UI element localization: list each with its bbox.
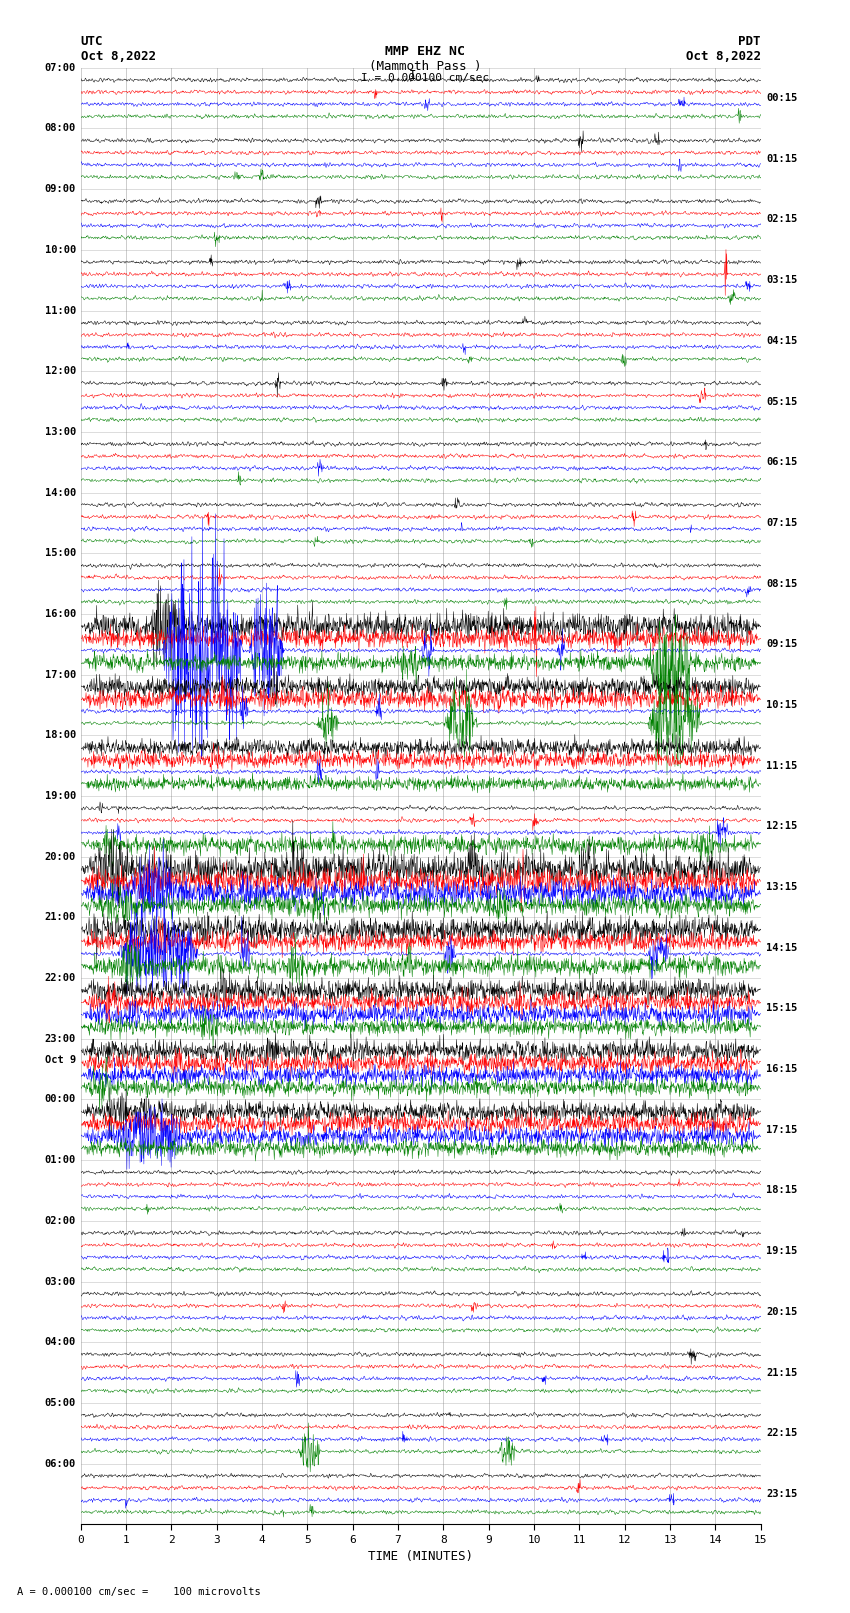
Text: 11:00: 11:00	[45, 305, 76, 316]
Text: 09:15: 09:15	[766, 639, 797, 650]
Text: 18:00: 18:00	[45, 731, 76, 740]
Text: 00:15: 00:15	[766, 94, 797, 103]
Text: 13:00: 13:00	[45, 427, 76, 437]
Text: UTC: UTC	[81, 35, 103, 48]
Text: 19:15: 19:15	[766, 1247, 797, 1257]
Text: MMP EHZ NC: MMP EHZ NC	[385, 45, 465, 58]
X-axis label: TIME (MINUTES): TIME (MINUTES)	[368, 1550, 473, 1563]
Text: 21:00: 21:00	[45, 913, 76, 923]
Text: 16:15: 16:15	[766, 1065, 797, 1074]
Text: A = 0.000100 cm/sec =    100 microvolts: A = 0.000100 cm/sec = 100 microvolts	[17, 1587, 261, 1597]
Text: 06:00: 06:00	[45, 1458, 76, 1468]
Text: 07:15: 07:15	[766, 518, 797, 527]
Text: 12:15: 12:15	[766, 821, 797, 831]
Text: 23:00: 23:00	[45, 1034, 76, 1044]
Text: 04:00: 04:00	[45, 1337, 76, 1347]
Text: 00:00: 00:00	[45, 1095, 76, 1105]
Text: 07:00: 07:00	[45, 63, 76, 73]
Text: 08:00: 08:00	[45, 124, 76, 134]
Text: (Mammoth Pass ): (Mammoth Pass )	[369, 60, 481, 73]
Text: 10:15: 10:15	[766, 700, 797, 710]
Text: 03:15: 03:15	[766, 276, 797, 286]
Text: 05:00: 05:00	[45, 1398, 76, 1408]
Text: 20:00: 20:00	[45, 852, 76, 861]
Text: PDT: PDT	[739, 35, 761, 48]
Text: 02:15: 02:15	[766, 215, 797, 224]
Text: 22:00: 22:00	[45, 973, 76, 982]
Text: 20:15: 20:15	[766, 1307, 797, 1316]
Text: 14:15: 14:15	[766, 942, 797, 953]
Text: 18:15: 18:15	[766, 1186, 797, 1195]
Text: 09:00: 09:00	[45, 184, 76, 194]
Text: 21:15: 21:15	[766, 1368, 797, 1378]
Text: 10:00: 10:00	[45, 245, 76, 255]
Text: 22:15: 22:15	[766, 1428, 797, 1439]
Text: 08:15: 08:15	[766, 579, 797, 589]
Text: 03:00: 03:00	[45, 1276, 76, 1287]
Text: 13:15: 13:15	[766, 882, 797, 892]
Text: 11:15: 11:15	[766, 761, 797, 771]
Text: 16:00: 16:00	[45, 610, 76, 619]
Text: 06:15: 06:15	[766, 456, 797, 468]
Text: I = 0.000100 cm/sec: I = 0.000100 cm/sec	[361, 73, 489, 82]
Text: 04:15: 04:15	[766, 336, 797, 345]
Text: 01:15: 01:15	[766, 153, 797, 165]
Text: 17:00: 17:00	[45, 669, 76, 679]
Text: 19:00: 19:00	[45, 790, 76, 802]
Text: 15:00: 15:00	[45, 548, 76, 558]
Text: 01:00: 01:00	[45, 1155, 76, 1165]
Text: 23:15: 23:15	[766, 1489, 797, 1498]
Text: Oct 8,2022: Oct 8,2022	[686, 50, 761, 63]
Text: 12:00: 12:00	[45, 366, 76, 376]
Text: 02:00: 02:00	[45, 1216, 76, 1226]
Text: I: I	[409, 69, 416, 82]
Text: 15:15: 15:15	[766, 1003, 797, 1013]
Text: Oct 8,2022: Oct 8,2022	[81, 50, 156, 63]
Text: 17:15: 17:15	[766, 1124, 797, 1136]
Text: Oct 9: Oct 9	[45, 1055, 76, 1065]
Text: 05:15: 05:15	[766, 397, 797, 406]
Text: 14:00: 14:00	[45, 487, 76, 497]
